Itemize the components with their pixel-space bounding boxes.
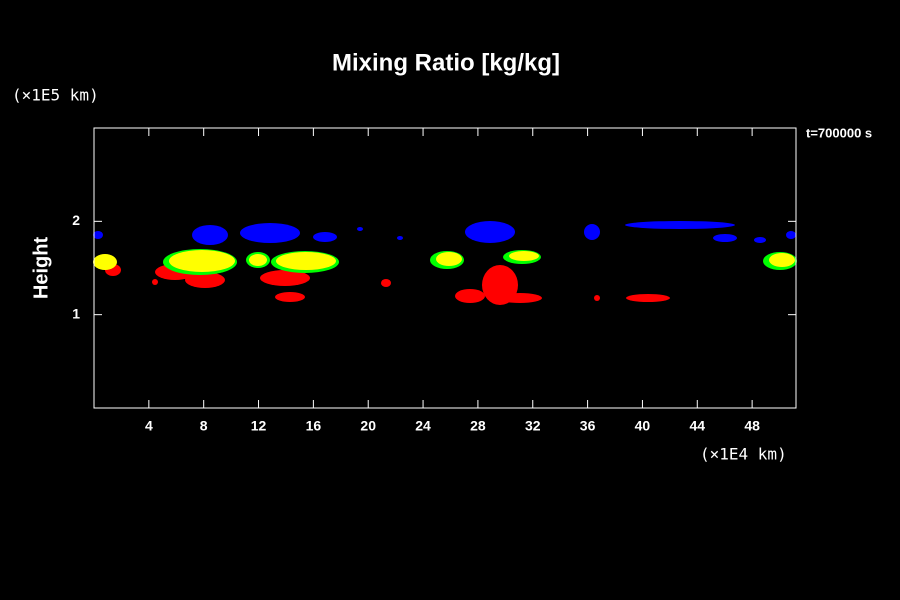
x-tick-label: 44 (689, 418, 705, 434)
plot-frame (93, 127, 797, 409)
x-tick-label: 36 (580, 418, 596, 434)
x-unit: (×1E4 km) (700, 445, 787, 464)
chart-title: Mixing Ratio [kg/kg] (332, 49, 560, 76)
fields (93, 221, 797, 305)
y-tick-label: 1 (72, 305, 80, 321)
y-tick-label: 2 (72, 212, 80, 228)
x-tick-label: 48 (744, 418, 760, 434)
blue-field (93, 221, 796, 245)
y-axis-label: Height (30, 237, 52, 300)
y-unit: (×1E5 km) (12, 86, 99, 105)
x-tick-label: 32 (525, 418, 541, 434)
x-tick-label: 24 (415, 418, 431, 434)
x-tick-label: 28 (470, 418, 486, 434)
x-tick-label: 20 (360, 418, 376, 434)
yellow-field (93, 250, 795, 272)
x-tick-label: 12 (251, 418, 267, 434)
red-field (105, 264, 670, 305)
x-tick-label: 16 (306, 418, 322, 434)
x-tick-label: 40 (635, 418, 651, 434)
x-tick-label: 8 (200, 418, 208, 434)
annotation: t=700000 s (806, 125, 872, 140)
x-tick-label: 4 (145, 418, 153, 434)
